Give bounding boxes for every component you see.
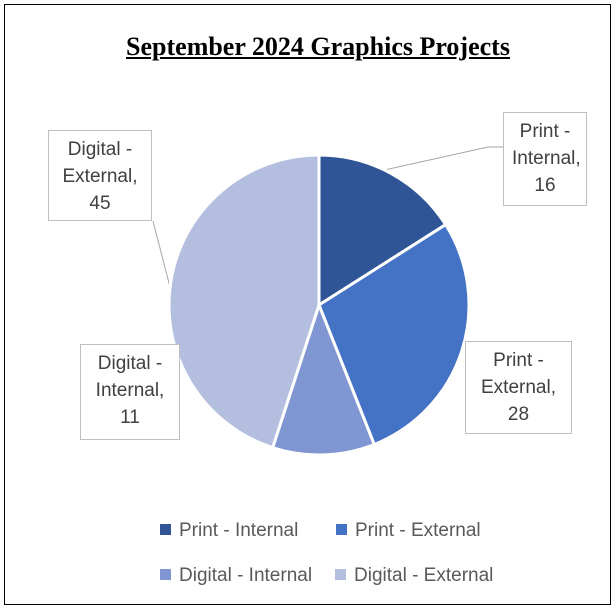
legend-entry: Print - Internal (160, 520, 298, 542)
legend-entry: Digital - External (335, 565, 493, 587)
legend-label: Digital - External (354, 565, 494, 586)
data-label: Print - External, 28 (465, 341, 572, 434)
legend-swatch (335, 569, 346, 580)
legend-label: Print - External (355, 520, 481, 541)
legend-label: Print - Internal (179, 520, 299, 541)
leader-line (152, 220, 171, 288)
leader-line (379, 146, 503, 172)
legend-entry: Print - External (336, 520, 481, 542)
pie-slice (167, 153, 321, 450)
data-label: Digital - External, 45 (48, 130, 152, 221)
legend-swatch (160, 569, 171, 580)
chart-frame (4, 4, 611, 605)
pie-slice (270, 300, 377, 457)
pie-slice (317, 153, 448, 308)
chart-title: September 2024 Graphics Projects (126, 32, 510, 61)
pie-slice (317, 222, 471, 447)
data-label: Digital - Internal, 11 (80, 344, 180, 440)
legend-swatch (160, 524, 171, 535)
legend-label: Digital - Internal (179, 565, 313, 586)
legend-entry: Digital - Internal (160, 565, 312, 587)
data-label: Print - Internal, 16 (503, 112, 587, 206)
legend-swatch (336, 524, 347, 535)
